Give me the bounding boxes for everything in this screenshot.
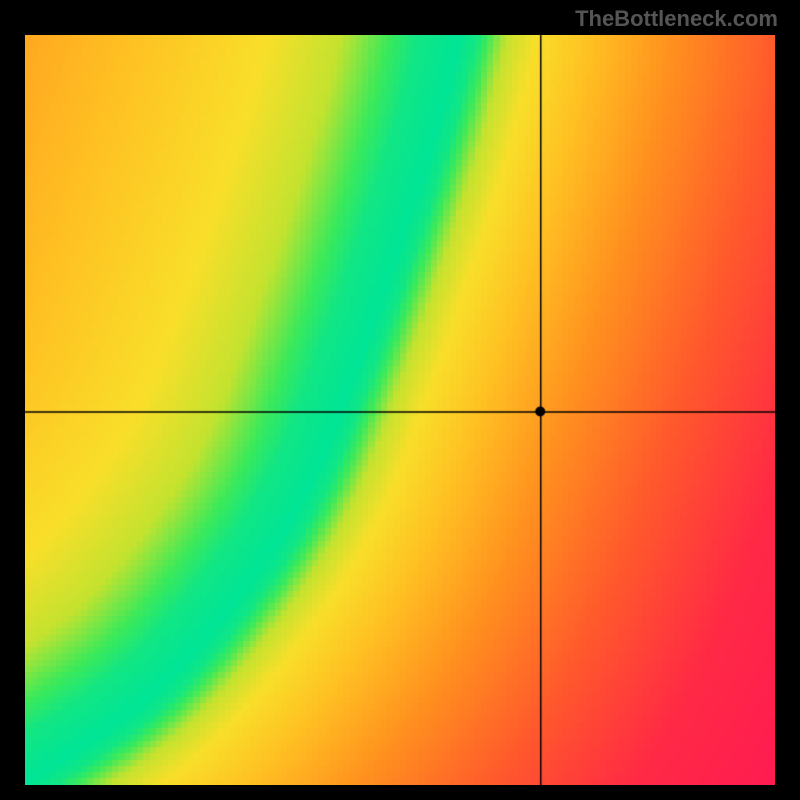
watermark-text: TheBottleneck.com [575, 6, 778, 32]
bottleneck-heatmap [25, 35, 775, 785]
